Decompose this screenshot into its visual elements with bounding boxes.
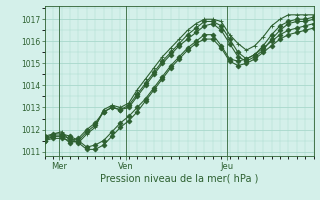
X-axis label: Pression niveau de la mer( hPa ): Pression niveau de la mer( hPa ) — [100, 173, 258, 183]
